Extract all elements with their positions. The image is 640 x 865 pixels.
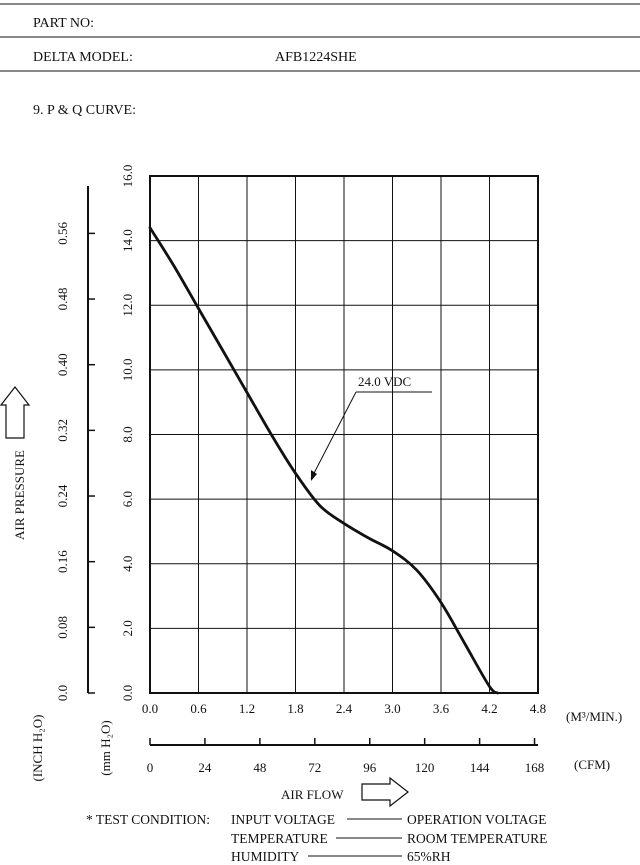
- series-annotation: 24.0 VDC: [310, 374, 432, 481]
- y-tick-label: 10.0: [120, 359, 135, 382]
- x-unit-secondary: (CFM): [574, 757, 610, 772]
- series-label-24vdc: 24.0 VDC: [358, 374, 411, 389]
- x-axis-m3min: 0.0 0.6 1.2 1.8 2.4 3.0 3.6 4.2 4.8: [142, 701, 546, 716]
- x-tick-label: 3.6: [433, 701, 450, 716]
- x2-tick-label: 144: [470, 760, 490, 775]
- test-condition-label: * TEST CONDITION:: [86, 812, 210, 827]
- x-tick-label: 1.2: [239, 701, 255, 716]
- y-unit-primary: (mm H₂O): [98, 720, 113, 775]
- x2-tick-label: 48: [253, 760, 266, 775]
- condition-value-input-voltage: OPERATION VOLTAGE: [407, 812, 547, 827]
- y-axis-inch-h2o: 0.0 0.08 0.16 0.24 0.32 0.40 0.48 0.56: [55, 186, 95, 701]
- x-axis-cfm: 0 24 48 72 96 120 144 168: [147, 738, 545, 775]
- condition-name-temperature: TEMPERATURE: [231, 831, 328, 846]
- x2-tick-label: 96: [363, 760, 377, 775]
- x-tick-label: 3.0: [384, 701, 400, 716]
- x2-tick-label: 168: [525, 760, 545, 775]
- section-title: 9. P & Q CURVE:: [33, 103, 136, 118]
- condition-value-temperature: ROOM TEMPERATURE: [407, 831, 547, 846]
- delta-model-label: DELTA MODEL:: [33, 50, 133, 65]
- x2-tick-label: 24: [198, 760, 212, 775]
- condition-name-input-voltage: INPUT VOLTAGE: [231, 812, 335, 827]
- x-tick-label: 2.4: [336, 701, 353, 716]
- y-axis-mmh2o: 0.0 2.0 4.0 6.0 8.0 10.0 12.0 14.0 16.0: [120, 165, 135, 702]
- y2-tick-label: 0.56: [55, 222, 70, 245]
- y-tick-label: 8.0: [120, 426, 135, 442]
- pq-chart: 0.02.04.06.08.010.012.014.016.0 0.00.080…: [0, 165, 622, 808]
- delta-model-value: AFB1224SHE: [275, 50, 357, 65]
- x2-tick-label: 72: [308, 760, 321, 775]
- x-tick-label: 4.2: [481, 701, 497, 716]
- y2-tick-label: 0.0: [55, 685, 70, 701]
- y-tick-label: 4.0: [120, 556, 135, 572]
- y2-tick-label: 0.16: [55, 550, 70, 573]
- x-tick-label: 4.8: [530, 701, 546, 716]
- annotation-leader: [310, 391, 357, 480]
- condition-name-humidity: HUMIDITY: [231, 849, 299, 864]
- series-line-24vdc: [148, 226, 499, 695]
- x-unit-primary: (M³/MIN.): [566, 709, 622, 724]
- x2-tick-label: 120: [415, 760, 435, 775]
- y2-tick-label: 0.32: [55, 419, 70, 442]
- y2-tick-label: 0.24: [55, 484, 70, 507]
- y-axis-title: AIR PRESSURE: [12, 450, 27, 540]
- condition-value-humidity: 65%RH: [407, 849, 451, 864]
- x-tick-label: 0.0: [142, 701, 158, 716]
- x-tick-label: 0.6: [190, 701, 207, 716]
- y-tick-label: 0.0: [120, 685, 135, 701]
- test-condition: * TEST CONDITION: INPUT VOLTAGE OPERATIO…: [86, 812, 547, 864]
- y2-tick-label: 0.48: [55, 288, 70, 311]
- plot-frame: [149, 175, 539, 694]
- x-axis-title: AIR FLOW: [281, 787, 344, 802]
- y-unit-secondary: (INCH H₂O): [30, 715, 45, 782]
- y-tick-label: 2.0: [120, 620, 135, 636]
- chart-grid: [150, 176, 538, 693]
- y-tick-label: 6.0: [120, 491, 135, 507]
- y-tick-label: 16.0: [120, 165, 135, 188]
- y2-tick-label: 0.40: [55, 353, 70, 376]
- x-axis-arrow-icon: [361, 776, 409, 808]
- y-tick-label: 12.0: [120, 294, 135, 317]
- y-tick-label: 14.0: [120, 229, 135, 252]
- part-no-label: PART NO:: [33, 16, 94, 31]
- annotation-arrowhead: [311, 470, 317, 481]
- x-tick-label: 1.8: [287, 701, 303, 716]
- y2-tick-label: 0.08: [55, 616, 70, 639]
- x2-tick-label: 0: [147, 760, 154, 775]
- y-axis-arrow-icon: [0, 386, 31, 439]
